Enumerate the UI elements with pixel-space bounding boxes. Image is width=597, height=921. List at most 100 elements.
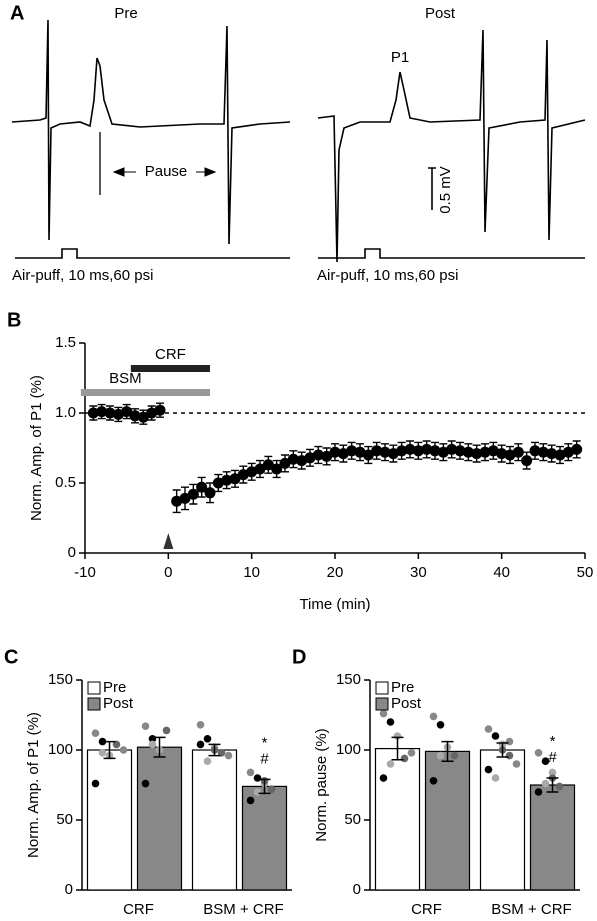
- individual-point: [541, 757, 550, 765]
- error-bar: [546, 777, 559, 793]
- data-point: [146, 407, 158, 419]
- individual-point: [386, 760, 395, 768]
- legend-label: Pre: [391, 679, 414, 696]
- bar: [529, 784, 576, 891]
- individual-point: [162, 726, 171, 735]
- error-bar: [208, 743, 221, 757]
- legend-label: Pre: [103, 679, 126, 696]
- bar: [136, 746, 183, 891]
- individual-point: [98, 737, 107, 746]
- x-tick-label: 50: [577, 564, 594, 581]
- data-point: [496, 448, 508, 460]
- y-tick-label: 150: [336, 671, 361, 688]
- x-tick-label: 20: [327, 564, 344, 581]
- individual-point: [267, 785, 276, 793]
- x-axis-label: Time (min): [299, 596, 370, 613]
- data-point: [204, 487, 216, 499]
- scale-bar: [428, 167, 436, 210]
- individual-point: [91, 729, 100, 737]
- individual-point: [484, 725, 493, 733]
- data-point: [296, 455, 308, 467]
- individual-point: [491, 774, 500, 782]
- individual-point: [450, 751, 459, 760]
- individual-point: [436, 751, 445, 760]
- individual-point: [379, 709, 388, 718]
- data-point: [487, 445, 499, 457]
- y-tick-label: 1.5: [55, 334, 76, 351]
- individual-point: [253, 774, 262, 782]
- y-tick-label: 1.0: [55, 404, 76, 421]
- p1-label: P1: [391, 49, 409, 66]
- significance: #: [260, 750, 269, 767]
- data-point: [371, 445, 383, 457]
- legend-label: Post: [103, 695, 134, 712]
- x-tick-label: CRF: [123, 901, 154, 918]
- individual-point: [224, 751, 233, 760]
- individual-point: [246, 768, 255, 777]
- individual-point: [512, 760, 521, 768]
- individual-point: [386, 718, 395, 726]
- individual-point: [203, 757, 212, 765]
- individual-point: [429, 712, 438, 721]
- data-point: [321, 450, 333, 462]
- y-tick-label: 100: [48, 741, 73, 758]
- individual-point: [555, 782, 564, 791]
- data-point: [279, 457, 291, 469]
- data-point: [229, 473, 241, 485]
- x-tick-label: 40: [493, 564, 510, 581]
- data-point: [362, 449, 374, 461]
- y-axis-label: Norm. Amp. of P1 (%): [28, 375, 45, 521]
- y-tick-label: 50: [344, 811, 361, 828]
- y-tick-label: 150: [48, 671, 73, 688]
- bar: [374, 747, 421, 891]
- individual-point: [436, 721, 445, 729]
- data-point: [121, 406, 133, 418]
- panel-label: D: [292, 646, 306, 668]
- x-tick-label: BSM + CRF: [203, 901, 283, 918]
- data-point: [112, 408, 124, 420]
- pre-stimulus: [15, 248, 290, 259]
- panel-label: B: [7, 309, 21, 331]
- individual-point: [148, 740, 157, 749]
- data-point: [504, 449, 516, 461]
- data-point: [287, 453, 299, 465]
- x-tick-label: 10: [243, 564, 260, 581]
- x-tick-label: BSM + CRF: [491, 901, 571, 918]
- data-point: [354, 446, 366, 458]
- stimulus-arrow: [163, 533, 174, 549]
- panel-label: A: [10, 2, 24, 24]
- individual-point: [98, 749, 107, 757]
- data-point: [104, 407, 116, 419]
- individual-point: [217, 749, 226, 757]
- error-bar: [441, 740, 454, 762]
- data-point: [454, 445, 466, 457]
- y-axis-label: Norm. pause (%): [313, 728, 330, 841]
- error-bar: [391, 736, 404, 761]
- data-point: [562, 446, 574, 458]
- data-point: [262, 459, 274, 471]
- data-point: [171, 495, 183, 507]
- data-point: [396, 445, 408, 457]
- data-point: [546, 448, 558, 460]
- panel-a: A Pre Post Pause Air-puff, 10 ms,60 psi …: [10, 2, 586, 284]
- error-bar: [496, 742, 509, 758]
- data-point: [221, 474, 233, 486]
- bar: [86, 749, 133, 891]
- individual-point: [91, 779, 100, 788]
- individual-point: [534, 788, 543, 796]
- data-point: [512, 446, 524, 458]
- significance: *: [550, 733, 556, 750]
- legend-label: Post: [391, 695, 422, 712]
- individual-point: [169, 751, 178, 760]
- data-point: [421, 443, 433, 455]
- data-point: [346, 445, 358, 457]
- error-bar: [103, 740, 116, 760]
- data-point: [96, 406, 108, 418]
- individual-point: [379, 774, 388, 782]
- individual-point: [246, 796, 255, 805]
- pre-trace: [11, 19, 291, 245]
- individual-point: [491, 732, 500, 740]
- individual-point: [141, 722, 150, 730]
- data-point: [312, 449, 324, 461]
- data-point: [196, 481, 208, 493]
